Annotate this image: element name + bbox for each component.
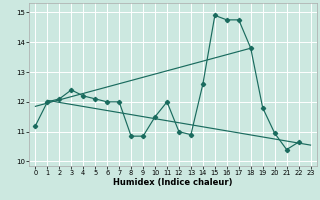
- X-axis label: Humidex (Indice chaleur): Humidex (Indice chaleur): [113, 178, 233, 187]
